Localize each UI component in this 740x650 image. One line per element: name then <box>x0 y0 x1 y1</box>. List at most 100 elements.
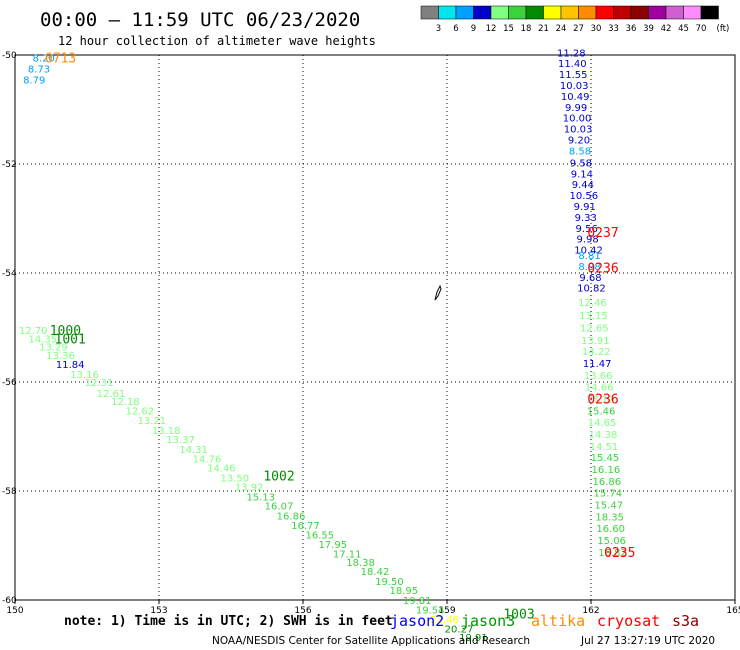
swh-value-label: 8.58 <box>569 146 591 157</box>
plot-frame <box>14 54 736 601</box>
pass-time-label: 1002 <box>263 470 294 485</box>
swh-value-label: 16.16 <box>592 465 621 476</box>
swh-value-label: 19.54 <box>416 605 445 616</box>
footer-note: note: 1) Time is in UTC; 2) SWH is in fe… <box>64 614 393 629</box>
scale-swatch <box>578 5 597 20</box>
swh-value-label: 8.73 <box>28 65 50 76</box>
swh-value-label: 20.27 <box>445 624 474 635</box>
scale-label: 36 <box>626 24 637 34</box>
swh-value-label: 10.03 <box>564 125 593 136</box>
swh-value-label: 9.14 <box>571 169 593 180</box>
scale-label: 42 <box>661 24 672 34</box>
swh-value-label: 13.92 <box>235 483 264 494</box>
footer-credit: NOAA/NESDIS Center for Satellite Applica… <box>212 635 530 647</box>
satellite-jason3-label: jason3 <box>461 612 515 630</box>
scale-swatch <box>473 5 492 20</box>
scale-swatch <box>438 5 457 20</box>
y-tick-label: -50 <box>2 51 17 61</box>
swh-value-label: 13.15 <box>579 311 608 322</box>
swh-value-label: 9.68 <box>579 273 601 284</box>
swh-value-label: 15.06 <box>597 536 626 547</box>
swh-value-label: 16.77 <box>291 521 320 532</box>
swh-value-label: 12.70 <box>19 326 48 337</box>
scale-label: 21 <box>538 24 549 34</box>
swh-value-label: 14.35 <box>29 334 58 345</box>
satellite-cryosat-label: cryosat <box>597 612 660 630</box>
y-tick-label: -58 <box>2 487 17 497</box>
y-tick-label: -60 <box>2 596 17 606</box>
swh-value-label: 10.03 <box>560 81 589 92</box>
swh-value-label: 9.91 <box>574 202 596 213</box>
x-tick-label: 159 <box>438 606 455 616</box>
pass-time-label: 1000 <box>50 324 81 339</box>
swh-value-label: 15.47 <box>594 501 623 512</box>
swh-value-label: 12.31 <box>85 378 114 389</box>
scale-swatch <box>420 5 439 20</box>
time-range-title: 00:00 – 11:59 UTC 06/23/2020 <box>40 9 360 31</box>
scale-swatch <box>630 5 649 20</box>
swh-value-label: 17.11 <box>333 550 362 561</box>
swh-value-label: 18.42 <box>361 567 390 578</box>
scale-label: 3 <box>436 24 441 34</box>
swh-value-label: 11.28 <box>557 48 586 59</box>
scale-label: 33 <box>608 24 619 34</box>
swh-value-label: 14.66 <box>585 382 614 393</box>
swh-value-label: 15.74 <box>593 489 622 500</box>
pass-time-label: 1003 <box>503 608 534 623</box>
swh-value-label: 13.91 <box>581 336 610 347</box>
island-outline <box>434 284 442 301</box>
x-tick-label: 153 <box>150 606 167 616</box>
y-tick-label: -54 <box>2 269 17 279</box>
swh-value-label: 8.98 <box>578 262 600 273</box>
scale-label: 18 <box>521 24 532 34</box>
swh-value-label: 8.81 <box>578 251 600 262</box>
chart-subtitle: 12 hour collection of altimeter wave hei… <box>58 34 376 48</box>
swh-value-label: 14.65 <box>588 418 617 429</box>
swh-value-label: 16.86 <box>593 477 622 488</box>
scale-swatch <box>595 5 614 20</box>
swh-value-label: 14.22 <box>582 347 611 358</box>
swh-value-label: 10.00 <box>563 114 592 125</box>
scale-label: 27 <box>573 24 584 34</box>
swh-value-label: 12.61 <box>97 389 126 400</box>
swh-value-label: 13.66 <box>584 371 613 382</box>
scale-label: 39 <box>643 24 654 34</box>
swh-value-label: 10.82 <box>577 284 606 295</box>
wave-height-labels: 8.208.738.7911.2811.4011.5510.0310.499.9… <box>19 48 627 644</box>
scale-swatch <box>560 5 579 20</box>
x-tick-label: 165 <box>726 606 740 616</box>
x-tick-label: 156 <box>294 606 311 616</box>
y-tick-label: -56 <box>2 378 17 388</box>
swh-value-label: 18.35 <box>595 513 624 524</box>
swh-value-label: 15.46 <box>587 406 616 417</box>
scale-label: 15 <box>503 24 514 34</box>
swh-value-label: 12.18 <box>111 397 140 408</box>
satellite-legend: jason2 jason3 altika cryosat s3a <box>390 612 699 630</box>
swh-value-label: 13.29 <box>39 343 68 354</box>
swh-value-label: 16.86 <box>277 512 306 523</box>
swh-value-label: 9.33 <box>575 213 597 224</box>
scale-swatch <box>508 5 527 20</box>
y-tick-label: -52 <box>2 160 17 170</box>
pass-time-label: 0237 <box>587 226 618 241</box>
swh-value-label: 13.16 <box>70 370 99 381</box>
scale-swatch <box>683 5 702 20</box>
swh-value-label: 19.81 <box>403 596 432 607</box>
pass-time-label: 0236 <box>587 262 618 277</box>
swh-value-label: 11.47 <box>583 359 612 370</box>
swh-value-label: 9.98 <box>577 235 599 246</box>
satellite-jason2-label: jason2 <box>390 612 444 630</box>
scale-label: 70 <box>696 24 707 34</box>
swh-value-label: 9.56 <box>576 224 598 235</box>
swh-value-label: 14.31 <box>179 445 208 456</box>
swh-value-label: 16.07 <box>265 502 294 513</box>
grid-lines <box>15 55 735 600</box>
satellite-altika-label: altika <box>531 612 585 630</box>
scale-swatch <box>613 5 632 20</box>
scale-swatch <box>490 5 509 20</box>
swh-value-label: 18.38 <box>346 558 375 569</box>
swh-value-label: 15.45 <box>591 453 620 464</box>
x-tick-label: 162 <box>582 606 599 616</box>
scale-swatch <box>700 5 719 20</box>
